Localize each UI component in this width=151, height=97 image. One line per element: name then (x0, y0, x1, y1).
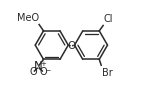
Text: MeO: MeO (16, 13, 39, 23)
Text: O: O (67, 41, 76, 51)
Text: Br: Br (102, 68, 112, 78)
Text: +: + (40, 61, 46, 67)
Text: N: N (34, 60, 43, 73)
Text: O: O (30, 67, 37, 77)
Text: −: − (45, 68, 50, 73)
Text: Cl: Cl (104, 14, 113, 24)
Text: O: O (40, 67, 47, 77)
